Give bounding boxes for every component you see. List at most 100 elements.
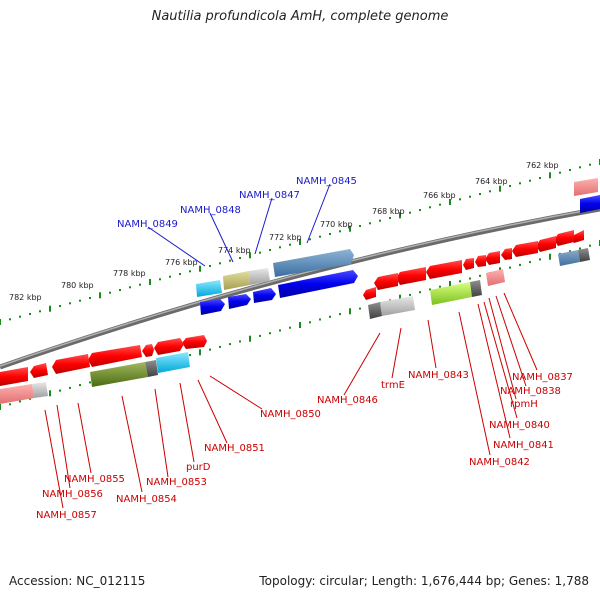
inner-tick-mark — [29, 397, 31, 400]
gene-arrow[interactable] — [253, 288, 276, 303]
gene-arrow[interactable] — [396, 267, 426, 285]
outer-tick-mark — [339, 230, 341, 233]
gene-arrow[interactable] — [374, 273, 398, 290]
outer-tick-mark — [29, 313, 31, 315]
gene-arrow[interactable] — [88, 345, 142, 367]
gene-arrow[interactable] — [228, 294, 251, 309]
inner-tick-mark — [459, 280, 461, 283]
outer-tick-mark — [359, 225, 361, 227]
inner-tick-mark — [69, 386, 71, 389]
outer-tick-mark — [549, 172, 551, 179]
gene-label-purd[interactable]: purD — [186, 462, 211, 473]
gene-label-namh-0848[interactable]: NAMH_0848 — [180, 205, 241, 216]
gene-label-namh-0842[interactable]: NAMH_0842 — [469, 457, 530, 468]
gene-label-namh-0843[interactable]: NAMH_0843 — [408, 370, 469, 381]
gene-arrow[interactable] — [32, 382, 48, 398]
inner-tick-mark — [549, 253, 551, 260]
gene-label-namh-0841[interactable]: NAMH_0841 — [493, 440, 554, 451]
inner-tick-mark — [79, 384, 81, 387]
gene-label-namh-0838[interactable]: NAMH_0838 — [500, 386, 561, 397]
inner-tick-mark — [219, 345, 221, 348]
gene-label-namh-0851[interactable]: NAMH_0851 — [204, 443, 265, 454]
gene-arrow[interactable] — [578, 248, 590, 262]
gene-arrow[interactable] — [512, 241, 538, 257]
gene-label-namh-0845[interactable]: NAMH_0845 — [296, 176, 357, 187]
outer-tick-mark — [389, 217, 391, 219]
gene-label-namh-0849[interactable]: NAMH_0849 — [117, 219, 178, 230]
gene-arrow[interactable] — [475, 255, 486, 267]
inner-tick-mark — [589, 244, 591, 247]
gene-arrow[interactable] — [278, 270, 358, 298]
gene-label-namh-0855[interactable]: NAMH_0855 — [64, 474, 125, 485]
outer-tick-mark — [219, 262, 221, 265]
outer-tick-mark — [589, 163, 591, 166]
inner-tick-mark — [89, 381, 91, 384]
outer-tick-mark — [119, 289, 121, 291]
inner-tick-mark — [569, 250, 571, 253]
gene-arrow[interactable] — [182, 335, 207, 349]
gene-arrow[interactable] — [486, 269, 505, 286]
gene-arrow[interactable] — [52, 354, 90, 374]
gene-label-namh-0857[interactable]: NAMH_0857 — [36, 510, 97, 521]
genome-summary-text: Topology: circular; Length: 1,676,444 bp… — [259, 574, 589, 588]
gene-arrow[interactable] — [273, 249, 354, 277]
inner-tick-mark — [399, 294, 401, 301]
gene-arrow[interactable] — [485, 251, 500, 265]
gene-arrow[interactable] — [223, 271, 250, 290]
inner-tick-mark — [0, 404, 1, 410]
outer-tick-mark — [439, 203, 441, 206]
inner-tick-mark — [199, 349, 201, 356]
gene-arrow[interactable] — [200, 299, 225, 315]
outer-tick-mark — [509, 185, 511, 187]
gene-arrow[interactable] — [363, 287, 376, 300]
gene-arrow[interactable] — [426, 260, 462, 279]
gene-arrow[interactable] — [249, 268, 270, 285]
inner-tick-mark — [429, 288, 431, 291]
gene-arrow[interactable] — [90, 362, 148, 387]
gene-arrow[interactable] — [463, 258, 474, 270]
gene-arrow[interactable] — [154, 338, 184, 355]
inner-tick-mark — [439, 285, 441, 288]
inner-tick-mark — [529, 261, 531, 264]
outer-tick-mark — [0, 319, 1, 325]
outer-tick-mark — [149, 279, 151, 285]
outer-tick-mark — [279, 246, 281, 249]
inner-tick-mark — [469, 277, 471, 280]
gene-label-namh-0856[interactable]: NAMH_0856 — [42, 489, 103, 500]
accession-text: Accession: NC_012115 — [9, 574, 146, 588]
gene-arrow[interactable] — [574, 178, 598, 196]
gene-arrow[interactable] — [536, 236, 556, 252]
gene-arrow[interactable] — [501, 248, 512, 260]
outer-tick-mark — [459, 198, 461, 201]
gene-arrow[interactable] — [380, 296, 415, 316]
gene-label-namh-0846[interactable]: NAMH_0846 — [317, 395, 378, 406]
gene-label-namh-0854[interactable]: NAMH_0854 — [116, 494, 177, 505]
gene-label-namh-0847[interactable]: NAMH_0847 — [239, 190, 300, 201]
outer-tick-mark — [499, 185, 501, 192]
gene-label-namh-0850[interactable]: NAMH_0850 — [260, 409, 321, 420]
gene-arrow[interactable] — [580, 195, 600, 213]
outer-tick-mark — [69, 302, 71, 305]
reverse-genes — [0, 230, 590, 404]
gene-label-namh-0840[interactable]: NAMH_0840 — [489, 420, 550, 431]
gene-label-namh-0837[interactable]: NAMH_0837 — [512, 372, 573, 383]
gene-label-rpmh[interactable]: rpmH — [510, 399, 538, 410]
inner-tick-mark — [189, 354, 191, 357]
inner-tick-mark — [269, 332, 271, 335]
gene-arrow[interactable] — [0, 367, 28, 386]
gene-arrow[interactable] — [0, 384, 34, 404]
gene-arrow[interactable] — [30, 363, 48, 378]
gene-label-namh-0853[interactable]: NAMH_0853 — [146, 477, 207, 488]
gene-arrow[interactable] — [145, 360, 158, 377]
gene-arrow[interactable] — [368, 302, 382, 319]
gene-arrow[interactable] — [430, 282, 472, 305]
gene-label-trme[interactable]: trmE — [381, 380, 405, 391]
gene-arrow[interactable] — [156, 352, 190, 373]
gene-arrow[interactable] — [142, 344, 154, 357]
gene-arrow[interactable] — [558, 250, 580, 266]
gene-arrow[interactable] — [554, 230, 574, 246]
gene-arrow[interactable] — [470, 280, 482, 297]
gene-arrow[interactable] — [196, 280, 222, 297]
outer-tick-mark — [529, 179, 531, 182]
